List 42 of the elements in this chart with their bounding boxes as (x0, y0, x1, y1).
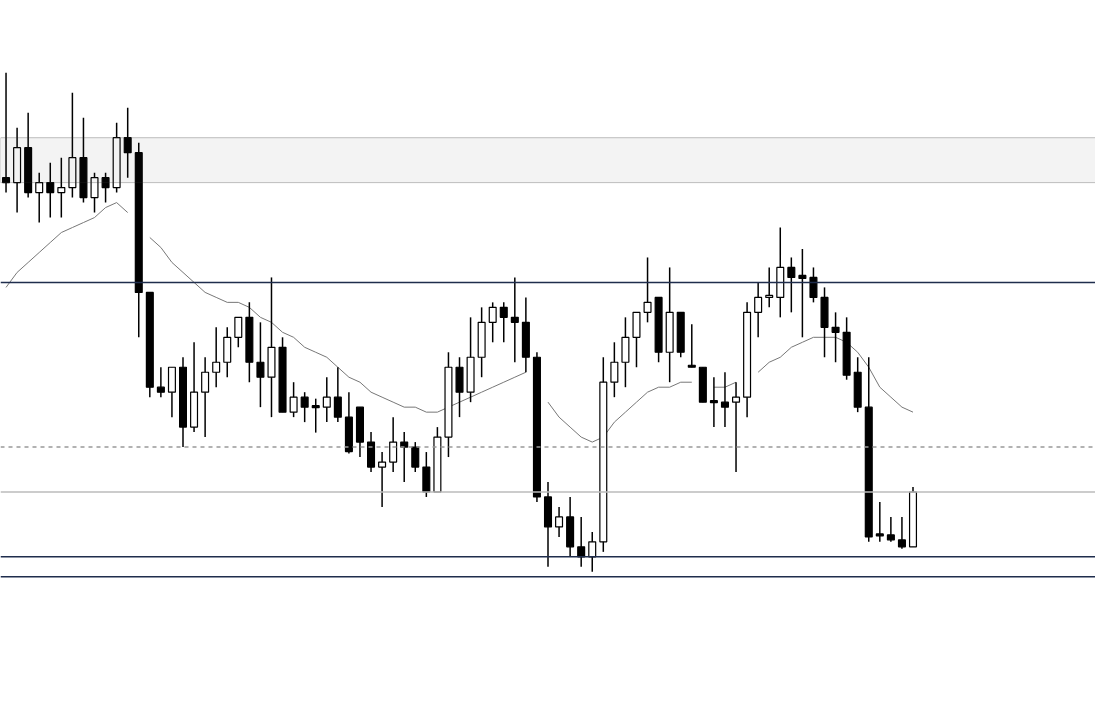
candlestick (156, 366, 165, 398)
candlestick (400, 431, 409, 483)
candlestick (333, 366, 342, 423)
candlestick (389, 416, 398, 473)
candlestick (488, 301, 497, 344)
candlestick (212, 326, 221, 388)
candlestick (289, 381, 298, 418)
candlestick (765, 266, 774, 309)
candlestick (123, 107, 132, 179)
candlestick (35, 171, 44, 224)
candlestick (687, 323, 696, 368)
candlestick (90, 171, 99, 214)
candlestick (754, 281, 763, 339)
candlestick (101, 171, 110, 204)
candlestick (311, 397, 320, 434)
candlestick (720, 371, 729, 428)
candlestick (643, 256, 652, 324)
candlestick (510, 276, 519, 363)
candlestick (809, 266, 818, 304)
candlestick (787, 256, 796, 314)
candlestick (732, 381, 741, 473)
candlestick (2, 72, 11, 194)
candlestick (57, 156, 66, 219)
candlestick (886, 516, 895, 543)
candlestick (577, 516, 586, 568)
candlestick (234, 316, 243, 349)
candlestick (709, 376, 718, 428)
candlestick (798, 248, 807, 339)
candlestick (610, 341, 619, 398)
candlestick (411, 441, 420, 473)
candlestick (322, 376, 331, 423)
candlestick (378, 451, 387, 508)
candlestick (201, 356, 210, 438)
candlestick (897, 516, 906, 550)
candlestick (555, 506, 564, 538)
candlestick (831, 311, 840, 363)
candlestick (46, 161, 55, 219)
candlestick (300, 391, 309, 423)
candlestick (875, 501, 884, 543)
candlestick (256, 321, 265, 408)
candlestick (588, 531, 597, 573)
candlestick (499, 301, 508, 344)
